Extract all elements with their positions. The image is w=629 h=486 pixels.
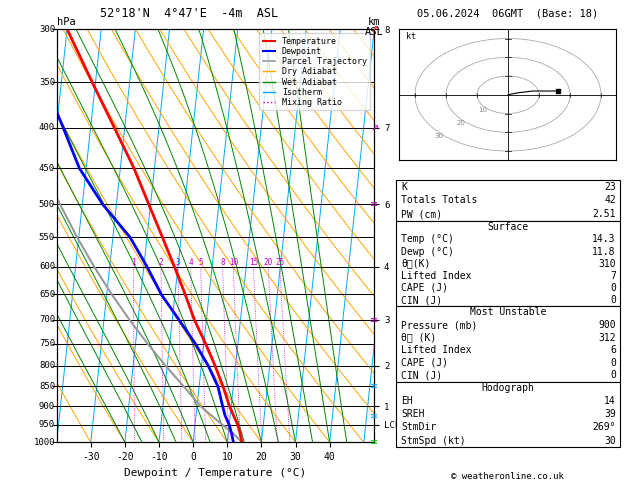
Text: 4: 4 xyxy=(188,258,193,267)
Text: 25: 25 xyxy=(276,258,284,267)
Text: 11.8: 11.8 xyxy=(593,246,616,257)
Text: 550: 550 xyxy=(39,233,55,242)
Text: 800: 800 xyxy=(39,361,55,370)
Text: Lifted Index: Lifted Index xyxy=(401,271,472,281)
Text: 0: 0 xyxy=(610,295,616,305)
Text: 0: 0 xyxy=(610,283,616,293)
Text: 310: 310 xyxy=(598,259,616,269)
Text: 2: 2 xyxy=(159,258,164,267)
Text: 1: 1 xyxy=(131,258,136,267)
Text: 30: 30 xyxy=(435,134,443,139)
Text: ≡: ≡ xyxy=(370,437,378,447)
Text: 850: 850 xyxy=(39,382,55,391)
Text: ≡: ≡ xyxy=(370,382,378,392)
Text: Surface: Surface xyxy=(487,222,528,232)
Text: 39: 39 xyxy=(604,409,616,419)
Text: Lifted Index: Lifted Index xyxy=(401,345,472,355)
Text: 400: 400 xyxy=(39,123,55,132)
Text: 300: 300 xyxy=(39,25,55,34)
Text: ASL: ASL xyxy=(365,27,384,36)
Text: 20: 20 xyxy=(457,120,465,126)
Text: km: km xyxy=(368,17,381,27)
Text: StmSpd (kt): StmSpd (kt) xyxy=(401,435,466,446)
Text: Hodograph: Hodograph xyxy=(481,383,535,393)
Text: Temp (°C): Temp (°C) xyxy=(401,234,454,244)
Text: Dewp (°C): Dewp (°C) xyxy=(401,246,454,257)
Text: 750: 750 xyxy=(39,339,55,348)
Legend: Temperature, Dewpoint, Parcel Trajectory, Dry Adiabat, Wet Adiabat, Isotherm, Mi: Temperature, Dewpoint, Parcel Trajectory… xyxy=(259,34,370,110)
Text: 05.06.2024  06GMT  (Base: 18): 05.06.2024 06GMT (Base: 18) xyxy=(417,9,599,18)
X-axis label: Dewpoint / Temperature (°C): Dewpoint / Temperature (°C) xyxy=(125,468,306,478)
Text: CIN (J): CIN (J) xyxy=(401,370,442,380)
Text: kt: kt xyxy=(406,32,416,40)
Text: 1000: 1000 xyxy=(33,438,55,447)
Text: ↗: ↗ xyxy=(370,24,378,34)
Text: 20: 20 xyxy=(264,258,273,267)
Text: Pressure (mb): Pressure (mb) xyxy=(401,320,477,330)
Text: θᴇ(K): θᴇ(K) xyxy=(401,259,431,269)
Text: CIN (J): CIN (J) xyxy=(401,295,442,305)
Text: 900: 900 xyxy=(39,401,55,411)
Text: 52°18'N  4°47'E  -4m  ASL: 52°18'N 4°47'E -4m ASL xyxy=(99,7,278,20)
Text: 15: 15 xyxy=(249,258,258,267)
Text: 10: 10 xyxy=(229,258,238,267)
Text: ≡: ≡ xyxy=(370,199,378,209)
Text: 8: 8 xyxy=(220,258,225,267)
Text: Most Unstable: Most Unstable xyxy=(470,308,546,317)
Text: EH: EH xyxy=(401,396,413,406)
Text: PW (cm): PW (cm) xyxy=(401,209,442,219)
Text: 450: 450 xyxy=(39,164,55,173)
Y-axis label: Mixing Ratio (g/kg): Mixing Ratio (g/kg) xyxy=(407,180,417,292)
Text: 30: 30 xyxy=(604,435,616,446)
Text: 14.3: 14.3 xyxy=(593,234,616,244)
Text: CAPE (J): CAPE (J) xyxy=(401,358,448,368)
Text: K: K xyxy=(401,182,407,191)
Text: Totals Totals: Totals Totals xyxy=(401,195,477,206)
Text: SREH: SREH xyxy=(401,409,425,419)
Text: CAPE (J): CAPE (J) xyxy=(401,283,448,293)
Text: 14: 14 xyxy=(604,396,616,406)
Text: 5: 5 xyxy=(198,258,203,267)
Text: 3: 3 xyxy=(175,258,181,267)
Text: © weatheronline.co.uk: © weatheronline.co.uk xyxy=(452,472,564,481)
Text: 42: 42 xyxy=(604,195,616,206)
Text: 500: 500 xyxy=(39,200,55,209)
Text: 0: 0 xyxy=(610,370,616,380)
Text: ≡: ≡ xyxy=(370,411,378,420)
Text: 950: 950 xyxy=(39,420,55,429)
Text: 269°: 269° xyxy=(593,422,616,433)
Text: 6: 6 xyxy=(610,345,616,355)
Text: 600: 600 xyxy=(39,262,55,272)
Text: 700: 700 xyxy=(39,315,55,324)
Text: 650: 650 xyxy=(39,290,55,299)
Text: 10: 10 xyxy=(479,107,487,113)
Text: 2.51: 2.51 xyxy=(593,209,616,219)
Text: StmDir: StmDir xyxy=(401,422,437,433)
Text: 350: 350 xyxy=(39,78,55,87)
Text: 900: 900 xyxy=(598,320,616,330)
Text: hPa: hPa xyxy=(57,17,75,27)
Text: 312: 312 xyxy=(598,332,616,343)
Text: ≡: ≡ xyxy=(370,315,378,325)
Text: 0: 0 xyxy=(610,358,616,368)
Text: ↗: ↗ xyxy=(370,123,378,133)
Text: θᴇ (K): θᴇ (K) xyxy=(401,332,437,343)
Text: 7: 7 xyxy=(610,271,616,281)
Text: 23: 23 xyxy=(604,182,616,191)
